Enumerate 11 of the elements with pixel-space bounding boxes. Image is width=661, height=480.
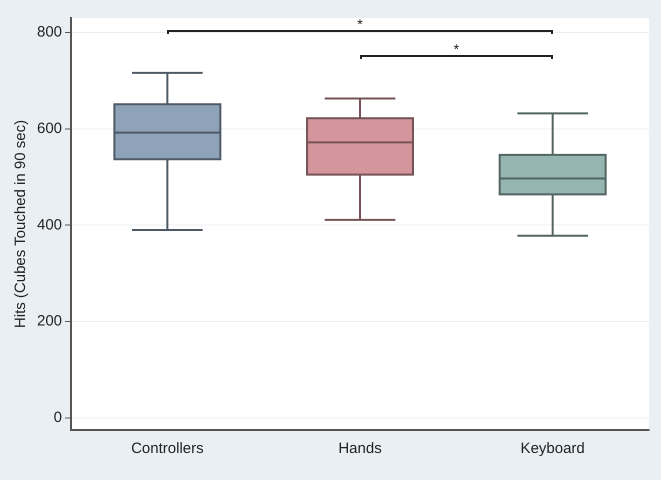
y-tick-label: 800 (36, 24, 62, 41)
annotation: * (454, 41, 460, 57)
x-tick-label: Controllers (131, 440, 204, 458)
y-tick-label: 400 (36, 216, 62, 234)
x-tick-label: Keyboard (520, 440, 585, 458)
y-tick-label: 200 (36, 312, 62, 330)
y-axis-title: Hits (Cubes Touched in 90 sec) (12, 120, 30, 328)
y-tick-label: 600 (36, 120, 62, 137)
annotation: * (357, 16, 363, 32)
x-tick-label: Hands (338, 440, 382, 458)
y-tick-label: 0 (54, 409, 62, 426)
